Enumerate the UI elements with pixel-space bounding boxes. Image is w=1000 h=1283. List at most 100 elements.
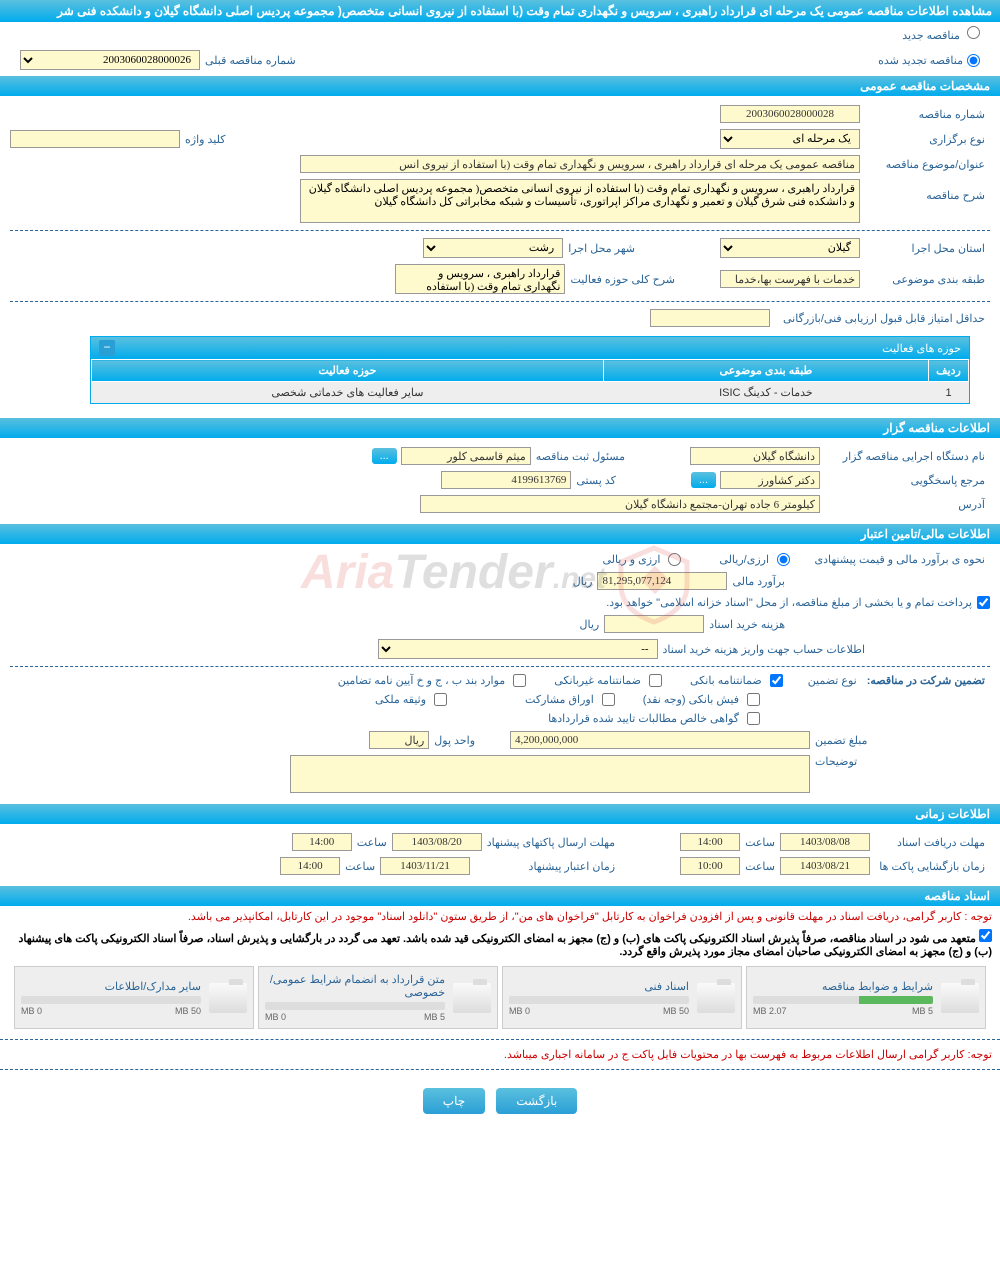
subject-input[interactable] <box>300 155 860 173</box>
activity-table: ردیف طبقه بندی موضوعی حوزه فعالیت 1خدمات… <box>91 359 969 403</box>
lbl-bank: ضمانتنامه بانکی <box>690 674 762 687</box>
subject-label: عنوان/موضوع مناقصه <box>860 158 990 171</box>
prev-number-select[interactable]: 2003060028000026 <box>20 50 200 70</box>
chk-nonbank[interactable] <box>649 674 662 687</box>
radio-renewed-tender[interactable] <box>967 54 980 67</box>
chk-property[interactable] <box>434 693 447 706</box>
chk-commit[interactable] <box>979 929 992 942</box>
print-button[interactable]: چاپ <box>423 1088 485 1114</box>
section-time: اطلاعات زمانی <box>0 804 1000 824</box>
col-category: طبقه بندی موضوعی <box>603 360 928 382</box>
label-rial: ارزی/ریالی <box>719 553 769 566</box>
tender-number-label: شماره مناقصه <box>860 108 990 121</box>
amount-label: مبلغ تضمین <box>810 734 990 747</box>
category-input[interactable] <box>720 270 860 288</box>
doc-deadline-label: مهلت دریافت اسناد <box>870 836 990 849</box>
lbl-property: وثیقه ملکی <box>375 693 426 706</box>
notes-textarea[interactable] <box>290 755 810 793</box>
doc-cost-input[interactable] <box>604 615 704 633</box>
chk-bank[interactable] <box>770 674 783 687</box>
activity-desc-textarea[interactable]: قرارداد راهبری ، سرویس و نگهداری تمام وق… <box>395 264 565 294</box>
estimate-input[interactable] <box>597 572 727 590</box>
postal-label: کد پستی <box>571 474 620 487</box>
page-title: مشاهده اطلاعات مناقصه عمومی یک مرحله ای … <box>0 0 1000 22</box>
org-input[interactable] <box>690 447 820 465</box>
radio-rial[interactable] <box>777 553 790 566</box>
chk-treasury[interactable] <box>977 596 990 609</box>
validity-date[interactable] <box>380 857 470 875</box>
estimate-method-label: نحوه ی برآورد مالی و قیمت پیشنهادی <box>790 553 990 566</box>
file-title: متن قرارداد به انضمام شرایط عمومی/خصوصی <box>265 973 445 999</box>
chk-regulation[interactable] <box>513 674 526 687</box>
bid-send-time[interactable] <box>292 833 352 851</box>
doc-note2: متعهد می شود در اسناد مناقصه، صرفاً پذیر… <box>19 933 992 958</box>
registrar-more-button[interactable]: ... <box>372 448 397 464</box>
open-time[interactable] <box>680 857 740 875</box>
treasury-note: پرداخت تمام و یا بخشی از مبلغ مناقصه، از… <box>601 596 977 609</box>
folder-icon <box>453 983 491 1013</box>
bid-send-date[interactable] <box>392 833 482 851</box>
chk-cert[interactable] <box>747 712 760 725</box>
province-select[interactable]: گیلان <box>720 238 860 258</box>
validity-time[interactable] <box>280 857 340 875</box>
desc-textarea[interactable]: قرارداد راهبری ، سرویس و نگهداری تمام وق… <box>300 179 860 223</box>
file-card[interactable]: شرایط و ضوابط مناقصه 5 MB2.07 MB <box>746 966 986 1029</box>
section-financial: اطلاعات مالی/تامین اعتبار <box>0 524 1000 544</box>
col-row: ردیف <box>929 360 969 382</box>
file-title: اسناد فنی <box>509 980 689 993</box>
guarantee-type-label: نوع تضمین <box>803 674 862 687</box>
back-button[interactable]: بازگشت <box>496 1088 577 1114</box>
min-score-label: حداقل امتیاز قابل قبول ارزیابی فنی/بازرگ… <box>770 312 990 325</box>
unit-input[interactable] <box>369 731 429 749</box>
city-select[interactable]: رشت <box>423 238 563 258</box>
desc-label: شرح مناقصه <box>860 179 990 202</box>
radio-new-tender[interactable] <box>967 26 980 39</box>
collapse-icon[interactable]: − <box>99 340 115 356</box>
file-card[interactable]: اسناد فنی 50 MB0 MB <box>502 966 742 1029</box>
validity-label: زمان اعتبار پیشنهاد <box>470 860 620 873</box>
activity-panel: حوزه های فعالیت − ردیف طبقه بندی موضوعی … <box>90 336 970 404</box>
responder-input[interactable] <box>720 471 820 489</box>
tender-number-input[interactable] <box>720 105 860 123</box>
keyword-input[interactable] <box>10 130 180 148</box>
file-card[interactable]: متن قرارداد به انضمام شرایط عمومی/خصوصی … <box>258 966 498 1029</box>
account-select[interactable]: -- <box>378 639 658 659</box>
min-score-input[interactable] <box>650 309 770 327</box>
file-title: شرایط و ضوابط مناقصه <box>753 980 933 993</box>
chk-bonds[interactable] <box>602 693 615 706</box>
doc-cost-label: هزینه خرید اسناد <box>704 618 790 631</box>
open-time-label: ساعت <box>740 860 780 873</box>
section-general: مشخصات مناقصه عمومی <box>0 76 1000 96</box>
postal-input[interactable] <box>441 471 571 489</box>
amount-input[interactable] <box>510 731 810 749</box>
open-label: زمان بازگشایی پاکت ها <box>870 860 990 873</box>
prev-number-label: شماره مناقصه قبلی <box>200 54 301 67</box>
category-label: طبقه بندی موضوعی <box>860 273 990 286</box>
folder-icon <box>697 983 735 1013</box>
doc-note3: توجه: کاربر گرامی ارسال اطلاعات مربوط به… <box>0 1044 1000 1065</box>
type-select[interactable]: یک مرحله ای <box>720 129 860 149</box>
label-new-tender: مناقصه جدید <box>902 30 960 42</box>
folder-icon <box>209 983 247 1013</box>
file-card[interactable]: سایر مدارک/اطلاعات 50 MB0 MB <box>14 966 254 1029</box>
responder-label: مرجع پاسخگویی <box>820 474 990 487</box>
doc-cost-unit: ریال <box>574 618 604 631</box>
responder-more-button[interactable]: ... <box>691 472 716 488</box>
address-input[interactable] <box>420 495 820 513</box>
estimate-label: برآورد مالی <box>727 575 790 588</box>
bid-send-time-label: ساعت <box>352 836 392 849</box>
validity-time-label: ساعت <box>340 860 380 873</box>
address-label: آدرس <box>820 498 990 511</box>
estimate-currency: ریال <box>568 575 598 588</box>
lbl-nonbank: ضمانتنامه غیربانکی <box>554 674 641 687</box>
folder-icon <box>941 983 979 1013</box>
doc-deadline-time[interactable] <box>680 833 740 851</box>
open-date[interactable] <box>780 857 870 875</box>
radio-both[interactable] <box>668 553 681 566</box>
lbl-cert: گواهی خالص مطالبات تایید شده قراردادها <box>548 712 739 725</box>
activity-header-title: حوزه های فعالیت <box>882 342 961 355</box>
registrar-input[interactable] <box>401 447 531 465</box>
doc-deadline-date[interactable] <box>780 833 870 851</box>
chk-cash[interactable] <box>747 693 760 706</box>
section-documents: اسناد مناقصه <box>0 886 1000 906</box>
